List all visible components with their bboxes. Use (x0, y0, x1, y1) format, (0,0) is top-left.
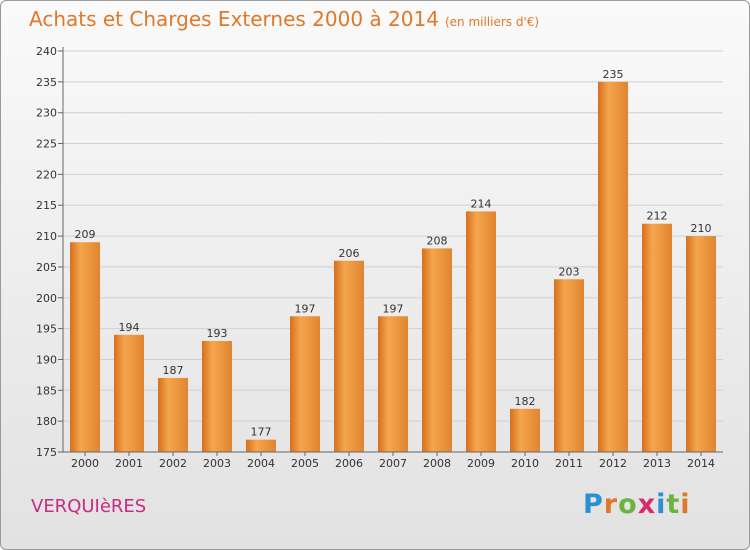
bar-2006[interactable] (334, 260, 364, 452)
chart-title: Achats et Charges Externes 2000 à 2014 (e… (29, 7, 539, 31)
x-tick-label-2005: 2005 (291, 457, 319, 470)
y-tick-label: 215 (36, 199, 57, 212)
data-label-2005: 197 (295, 302, 316, 315)
y-tick-label: 225 (36, 138, 57, 151)
x-tick-label-2004: 2004 (247, 457, 275, 470)
data-label-2014: 210 (691, 222, 712, 235)
y-tick-label: 205 (36, 261, 57, 274)
y-tick-label: 175 (36, 446, 57, 459)
y-tick-label: 180 (36, 415, 57, 428)
y-axis: 175 180 185 190 195 200 205 210 215 220 225 230 235 2… (36, 45, 64, 459)
x-tick-label-2008: 2008 (423, 457, 451, 470)
y-tick-label: 185 (36, 384, 57, 397)
x-tick-label-2013: 2013 (643, 457, 671, 470)
x-tick-label-2002: 2002 (159, 457, 187, 470)
x-tick-label-2009: 2009 (467, 457, 495, 470)
data-label-2007: 197 (383, 302, 404, 315)
x-tick-label-2001: 2001 (115, 457, 143, 470)
logo-letter: i (680, 489, 691, 520)
y-tick-label: 200 (36, 292, 57, 305)
logo-letter: P (583, 489, 604, 520)
x-tick-label-2007: 2007 (379, 457, 407, 470)
x-tick-label-2014: 2014 (687, 457, 715, 470)
data-label-2011: 203 (559, 265, 580, 278)
y-tick-label: 235 (36, 76, 57, 89)
bar-2003[interactable] (202, 340, 232, 452)
data-labels: 209 194 187 193 177 197 206 197 208 214 182 203 235 2… (75, 68, 712, 439)
bar-2012[interactable] (598, 81, 628, 452)
bar-2014[interactable] (686, 236, 716, 452)
y-tick-label: 240 (36, 45, 57, 58)
location-name: VERQUIèRES (31, 496, 147, 517)
data-label-2004: 177 (251, 426, 272, 439)
proxiti-logo[interactable]: Proxiti (583, 489, 691, 520)
data-label-2010: 182 (515, 395, 536, 408)
y-tick-label: 210 (36, 230, 57, 243)
logo-letter: r (603, 489, 619, 520)
bar-2005[interactable] (290, 316, 320, 452)
bars (70, 81, 716, 452)
data-label-2009: 214 (471, 197, 492, 210)
x-tick-label-2011: 2011 (555, 457, 583, 470)
bar-2011[interactable] (554, 279, 584, 452)
x-tick-label-2000: 2000 (71, 457, 99, 470)
logo-letter: t (666, 489, 681, 520)
y-tick-label: 220 (36, 168, 57, 181)
bar-2010[interactable] (510, 408, 540, 452)
y-tick-label: 190 (36, 353, 57, 366)
x-axis: 2000 2001 2002 2003 2004 2005 2006 2007 2008 2009… (63, 451, 723, 470)
x-tick-label-2010: 2010 (511, 457, 539, 470)
y-tick-label: 230 (36, 107, 57, 120)
data-label-2008: 208 (427, 234, 448, 247)
logo-letter: i (656, 489, 667, 520)
data-label-2012: 235 (603, 68, 624, 81)
x-tick-label-2003: 2003 (203, 457, 231, 470)
data-label-2001: 194 (119, 321, 140, 334)
bar-2002[interactable] (158, 377, 188, 452)
chart-subtitle: (en milliers d'€) (444, 15, 540, 29)
x-tick-label-2012: 2012 (599, 457, 627, 470)
bar-2004[interactable] (246, 439, 276, 452)
bar-2001[interactable] (114, 334, 144, 452)
bar-2000[interactable] (70, 242, 100, 452)
y-tick-label: 195 (36, 323, 57, 336)
data-label-2002: 187 (163, 364, 184, 377)
bar-2007[interactable] (378, 316, 408, 452)
data-label-2003: 193 (207, 327, 228, 340)
bar-2013[interactable] (642, 223, 672, 452)
bar-2008[interactable] (422, 248, 452, 452)
logo-letter: x (637, 489, 657, 520)
logo-letter: o (618, 489, 638, 520)
x-tick-label-2006: 2006 (335, 457, 363, 470)
data-label-2013: 212 (647, 210, 668, 223)
data-label-2000: 209 (75, 228, 96, 241)
bar-2009[interactable] (466, 211, 496, 452)
chart-title-text: Achats et Charges Externes 2000 à 2014 (29, 7, 439, 31)
data-label-2006: 206 (339, 247, 360, 260)
